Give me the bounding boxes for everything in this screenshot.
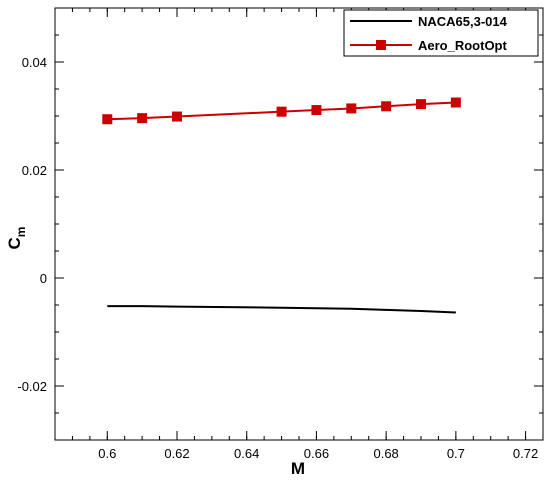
- x-tick-label: 0.72: [513, 446, 538, 461]
- svg-text:Cm: Cm: [5, 227, 28, 250]
- plot-area: [54, 7, 544, 441]
- plot-frame: [54, 7, 544, 441]
- data-point: [450, 97, 461, 108]
- data-point: [346, 103, 357, 114]
- x-tick-label: 0.66: [304, 446, 329, 461]
- y-tick-label: 0.02: [22, 163, 47, 178]
- y-tick-label: -0.02: [17, 379, 47, 394]
- legend: NACA65,3-014 Aero_RootOpt: [343, 9, 539, 57]
- y-axis-title-subscript: m: [14, 227, 28, 238]
- data-point: [416, 99, 426, 110]
- x-tick-label: 0.68: [373, 446, 398, 461]
- series-line: [107, 305, 456, 314]
- data-point: [172, 111, 182, 122]
- legend-label-naca: NACA65,3-014: [418, 14, 508, 29]
- legend-label-aero: Aero_RootOpt: [418, 38, 508, 53]
- y-axis-title: Cm: [5, 227, 28, 250]
- y-axis-title-base: C: [5, 237, 24, 249]
- legend-marker-aero: [376, 40, 386, 50]
- y-tick-label: 0.04: [22, 55, 47, 70]
- series-layer: [102, 97, 461, 314]
- x-tick-label: 0.62: [164, 446, 189, 461]
- data-point: [137, 113, 148, 124]
- x-axis: 0.6 0.62 0.64 0.66 0.68 0.7 0.72: [54, 8, 544, 461]
- series-aero-rootopt: [102, 97, 461, 125]
- series-naca65: [107, 305, 456, 314]
- data-point: [276, 106, 287, 117]
- data-point: [102, 114, 113, 125]
- x-axis-title: M: [291, 459, 305, 478]
- y-axis: -0.02 0 0.02 0.04: [17, 7, 543, 441]
- x-tick-label: 0.6: [98, 446, 116, 461]
- x-tick-label: 0.64: [234, 446, 259, 461]
- y-tick-label: 0: [40, 271, 47, 286]
- data-point: [381, 101, 392, 112]
- data-point: [311, 105, 322, 116]
- x-tick-label: 0.7: [447, 446, 465, 461]
